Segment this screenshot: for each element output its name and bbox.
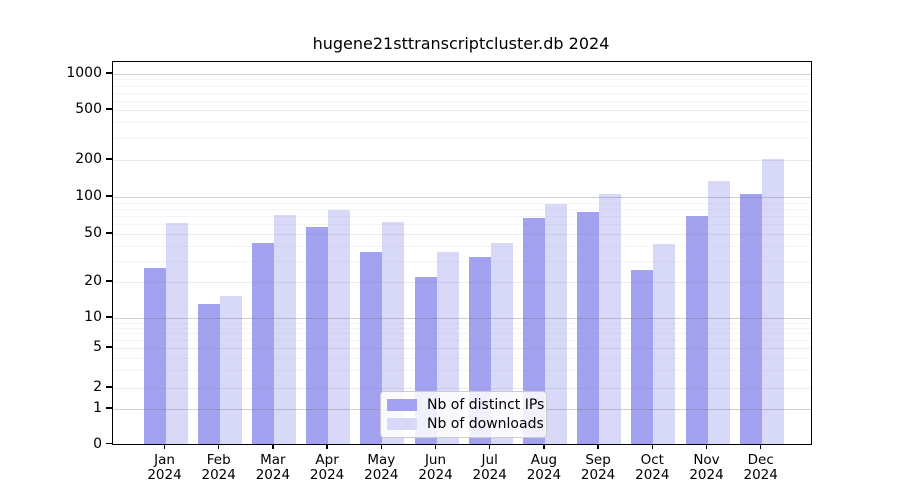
- bar-distinct-ips: [306, 226, 329, 444]
- legend-item-distinct-ips: Nb of distinct IPs: [387, 397, 544, 413]
- x-tick-label: Aug 2024: [526, 451, 562, 483]
- bar-distinct-ips: [577, 211, 600, 444]
- gridline-200: [113, 160, 811, 161]
- gridline-1000: [113, 74, 811, 75]
- bar-downloads: [761, 158, 784, 444]
- x-tick-label: Nov 2024: [689, 451, 724, 483]
- gridline-400: [113, 122, 811, 124]
- gridline-80: [113, 208, 811, 210]
- y-tick: [106, 316, 112, 318]
- y-tick: [106, 407, 112, 409]
- bar-distinct-ips: [685, 215, 708, 444]
- plot-area: [112, 61, 812, 445]
- gridline-90: [113, 202, 811, 204]
- x-tick-label: Oct 2024: [635, 451, 670, 483]
- x-tick-label: Jun 2024: [418, 451, 453, 483]
- legend-item-downloads: Nb of downloads: [387, 416, 544, 432]
- bar-downloads: [653, 243, 676, 444]
- gridline-700: [113, 92, 811, 94]
- bar-distinct-ips: [251, 242, 274, 444]
- x-tick: [543, 443, 545, 449]
- bar-downloads: [328, 209, 351, 444]
- bar-downloads: [382, 222, 405, 444]
- bar-distinct-ips: [739, 194, 762, 444]
- x-tick: [705, 443, 708, 449]
- x-tick-label: May 2024: [364, 451, 399, 483]
- x-tick-label: Mar 2024: [255, 451, 291, 483]
- legend-swatch-distinct-ips: [387, 399, 417, 411]
- x-tick: [217, 443, 220, 449]
- bar-distinct-ips: [360, 252, 383, 444]
- bar-downloads: [544, 203, 567, 444]
- y-tick: [106, 72, 112, 74]
- bar-distinct-ips: [522, 217, 545, 444]
- x-tick: [272, 443, 274, 449]
- gridline-100: [113, 197, 811, 198]
- bar-downloads: [165, 222, 188, 444]
- gridline-600: [113, 100, 811, 102]
- legend: Nb of distinct IPs Nb of downloads: [380, 391, 547, 438]
- x-tick-label: Jul 2024: [472, 451, 507, 483]
- chart-title: hugene21sttranscriptcluster.db 2024: [312, 34, 610, 53]
- legend-label-downloads: Nb of downloads: [427, 416, 544, 432]
- bar-downloads: [273, 214, 296, 444]
- y-tick-label: 2: [93, 379, 102, 395]
- y-tick: [106, 346, 112, 348]
- bar-distinct-ips: [143, 267, 166, 444]
- y-tick: [106, 158, 112, 160]
- gridline-900: [113, 79, 811, 81]
- gridline-300: [113, 137, 811, 139]
- x-tick: [163, 443, 166, 449]
- x-tick-label: Apr 2024: [309, 451, 345, 483]
- x-tick-label: Sep 2024: [580, 451, 616, 483]
- bar-distinct-ips: [631, 269, 654, 444]
- y-tick: [106, 442, 112, 445]
- y-tick-label: 1000: [66, 65, 102, 81]
- y-tick-label: 0: [93, 435, 102, 452]
- y-tick: [106, 280, 112, 282]
- x-tick: [380, 443, 383, 449]
- y-tick: [106, 195, 112, 197]
- legend-swatch-downloads: [387, 418, 417, 430]
- gridline-500: [113, 110, 811, 111]
- x-tick: [326, 443, 328, 449]
- legend-label-distinct-ips: Nb of distinct IPs: [427, 397, 545, 413]
- y-tick: [106, 232, 112, 234]
- x-tick: [488, 443, 491, 449]
- y-tick-label: 5: [93, 339, 102, 355]
- y-tick-label: 100: [75, 188, 102, 204]
- x-tick-label: Dec 2024: [743, 451, 778, 483]
- bar-downloads: [219, 296, 242, 444]
- x-tick-label: Jan 2024: [147, 451, 182, 483]
- x-tick: [651, 443, 654, 449]
- gridline-800: [113, 85, 811, 87]
- bar-distinct-ips: [197, 303, 220, 444]
- y-tick: [106, 108, 112, 110]
- bar-downloads: [599, 193, 622, 444]
- y-tick-label: 20: [84, 273, 102, 289]
- y-tick-label: 50: [84, 225, 102, 241]
- y-tick-label: 200: [75, 151, 102, 167]
- x-tick-label: Feb 2024: [201, 451, 236, 483]
- y-tick-label: 10: [84, 309, 102, 325]
- y-tick: [106, 386, 112, 388]
- x-tick: [759, 443, 762, 449]
- bar-downloads: [707, 181, 730, 444]
- x-tick: [597, 443, 599, 449]
- y-tick-label: 1: [93, 400, 102, 416]
- x-tick: [434, 443, 437, 449]
- y-tick-label: 500: [75, 101, 102, 117]
